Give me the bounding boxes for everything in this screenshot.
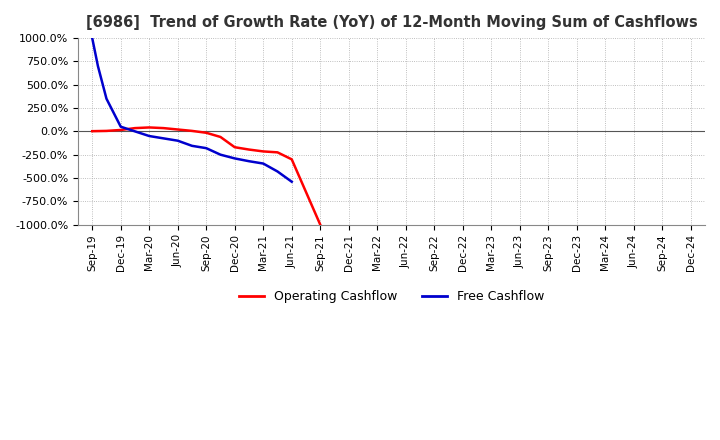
- Title: [6986]  Trend of Growth Rate (YoY) of 12-Month Moving Sum of Cashflows: [6986] Trend of Growth Rate (YoY) of 12-…: [86, 15, 698, 30]
- Legend: Operating Cashflow, Free Cashflow: Operating Cashflow, Free Cashflow: [233, 285, 549, 308]
